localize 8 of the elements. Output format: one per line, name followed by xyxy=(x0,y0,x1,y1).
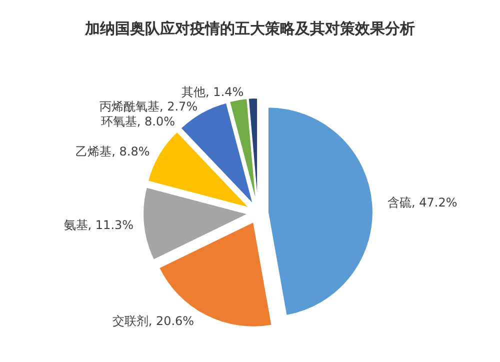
slice-label: 含硫, 47.2% xyxy=(388,195,458,210)
slice-label: 氨基, 11.3% xyxy=(64,218,134,232)
slice-label: 交联剂, 20.6% xyxy=(112,314,194,328)
chart-title: 加纳国奥队应对疫情的五大策略及其对策效果分析 xyxy=(84,20,415,38)
slice-label: 其他, 1.4% xyxy=(182,85,244,100)
slice-label: 丙烯酰氧基, 2.7% xyxy=(99,99,198,114)
slice-label: 环氧基, 8.0% xyxy=(100,114,176,128)
slice-label: 乙烯基, 8.8% xyxy=(76,144,150,158)
